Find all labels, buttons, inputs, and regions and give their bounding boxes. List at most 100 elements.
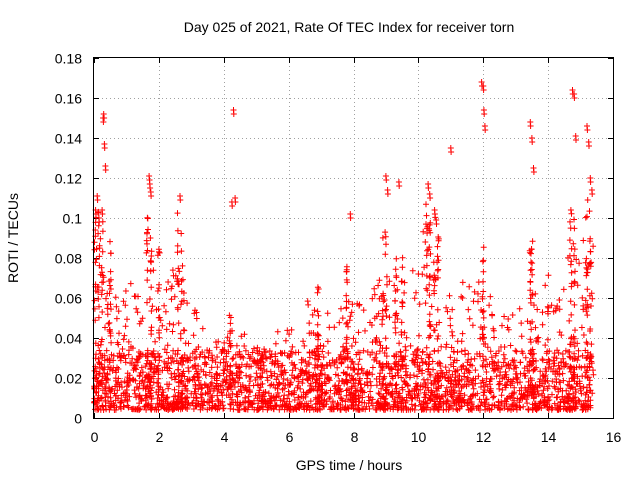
data-point [242,347,249,354]
data-point [93,389,100,395]
data-point [220,378,227,385]
data-point [253,370,260,377]
data-point [321,378,328,385]
data-point [540,387,547,394]
data-point [397,366,404,372]
data-point [425,354,432,361]
data-point [138,318,144,325]
data-point [280,380,287,387]
data-point [333,389,340,396]
data-point [404,383,411,389]
data-point [548,302,555,309]
data-point [144,383,151,390]
data-point [300,338,307,345]
data-point [212,359,219,366]
data-point [292,406,299,412]
data-point [382,381,389,388]
data-point [271,370,278,377]
data-point [193,368,200,375]
data-point [434,392,441,399]
data-point [528,266,535,273]
data-point [414,352,421,359]
data-point [431,290,438,297]
data-point [571,350,578,357]
data-point [540,399,547,406]
data-point [191,377,198,384]
data-point [213,339,219,346]
data-point [355,402,362,409]
data-point [523,387,530,394]
data-point [287,403,294,410]
data-point [105,320,112,327]
data-point [107,286,114,292]
data-point [511,357,518,364]
data-point [542,342,549,349]
data-point [436,359,443,366]
data-point [490,394,496,401]
data-point [356,377,363,384]
x-tick-label: 8 [351,429,359,445]
data-point [134,357,141,363]
data-point [276,393,282,400]
data-point [155,369,162,375]
data-point [337,385,344,392]
data-point [155,406,162,413]
y-tick-label: 0.14 [55,131,82,147]
data-point [411,295,418,302]
data-point [453,382,460,388]
data-point [376,360,383,367]
data-point [281,402,288,408]
data-point [366,369,373,376]
data-point [545,364,552,371]
data-point [307,398,314,405]
data-point [544,397,551,404]
data-point [437,398,444,405]
data-point [516,305,523,312]
data-point [261,346,268,353]
data-point [294,402,301,409]
data-point [318,371,325,378]
data-point [301,342,308,349]
data-point [412,394,419,401]
data-point [546,383,552,389]
data-point [113,303,120,310]
data-point [571,216,577,223]
data-point [544,308,551,315]
data-point [121,378,128,385]
data-point [478,384,484,390]
data-point [91,385,98,391]
data-point [366,405,373,412]
data-point [320,354,327,361]
data-point [576,363,583,370]
data-point [166,381,173,388]
data-point [373,400,380,407]
data-point [322,371,328,378]
data-point [95,314,102,321]
data-point [395,392,402,399]
data-point [343,336,350,343]
data-point [143,360,150,367]
data-point [349,394,356,401]
data-point [231,384,238,390]
data-point [517,379,523,386]
data-point [259,397,266,404]
data-point [155,386,162,393]
data-point [249,349,256,356]
data-point [190,374,197,381]
data-point [189,400,195,407]
data-point [433,321,440,328]
data-point [407,342,414,349]
data-point [572,268,578,275]
data-point [443,341,450,348]
data-point [155,306,162,313]
data-point [156,314,163,321]
data-point [425,368,432,375]
data-point [174,351,181,358]
data-point [435,377,442,384]
x-tick-label: 10 [411,429,427,445]
data-point [434,335,441,342]
data-point [367,351,374,358]
data-point [227,320,234,327]
data-point [135,293,141,300]
data-point [236,406,243,413]
